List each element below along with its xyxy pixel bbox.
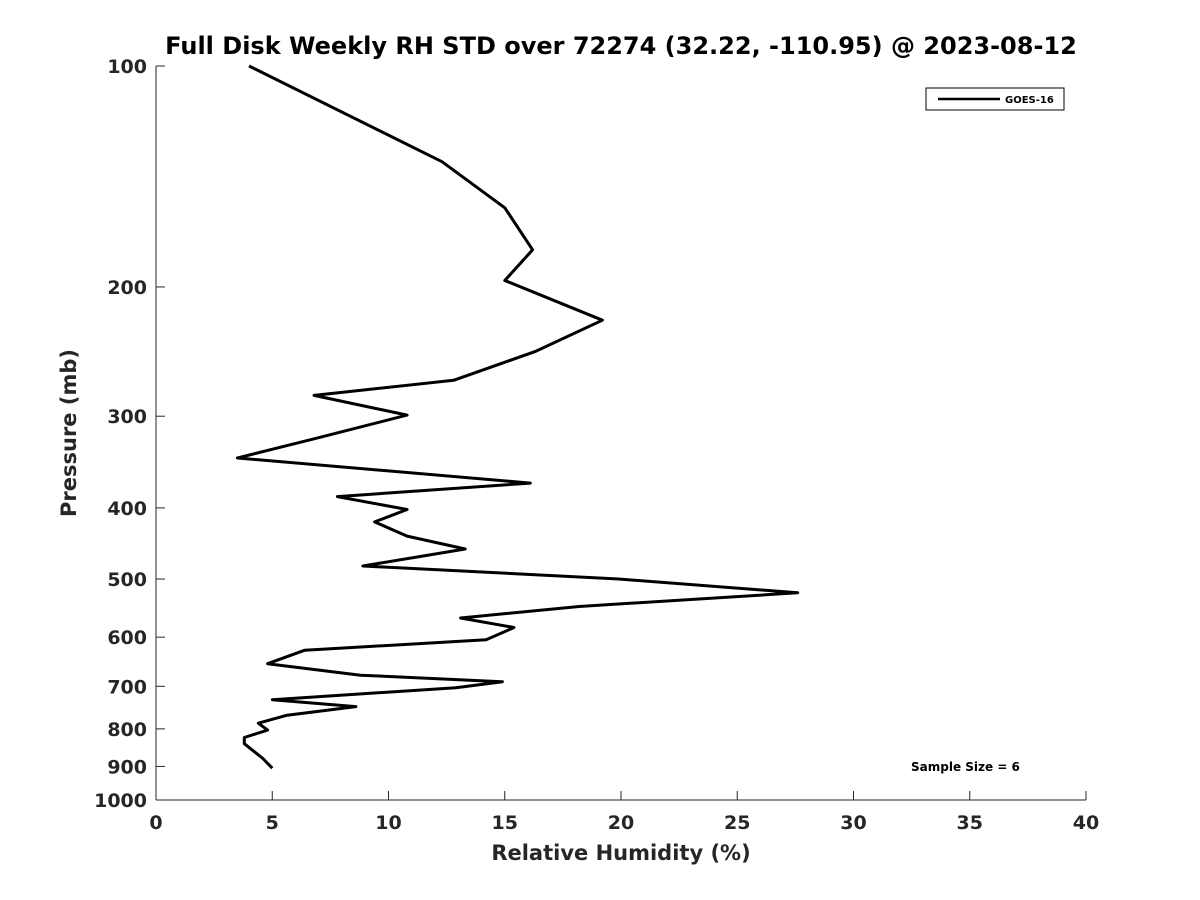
y-tick-label: 300	[107, 406, 147, 428]
legend-label-goes16: GOES-16	[1005, 95, 1054, 106]
x-tick-label: 40	[1073, 812, 1099, 834]
x-tick-label: 35	[957, 812, 983, 834]
y-tick-label: 700	[107, 676, 147, 698]
x-tick-label: 10	[375, 812, 401, 834]
x-ticks: 0 5 10 15 20 25 30 35 40	[149, 791, 1099, 834]
x-tick-label: 25	[724, 812, 750, 834]
axes-frame	[155, 66, 1086, 801]
x-tick-label: 0	[149, 812, 162, 834]
y-tick-label: 200	[107, 277, 147, 299]
y-tick-label: 800	[107, 719, 147, 741]
y-tick-label: 500	[107, 569, 147, 591]
legend: GOES-16	[925, 87, 1065, 111]
series-line-goes16	[235, 64, 800, 770]
y-tick-label: 900	[107, 756, 147, 778]
y-ticks: 100 200 300 400 500 600 700 800 900 1000	[94, 56, 165, 812]
sample-size-annotation: Sample Size = 6	[911, 760, 1020, 774]
y-tick-label: 600	[107, 627, 147, 649]
y-axis-label: Pressure (mb)	[57, 349, 81, 517]
chart-title: Full Disk Weekly RH STD over 72274 (32.2…	[165, 32, 1077, 60]
y-tick-label: 100	[107, 56, 147, 78]
y-tick-label: 1000	[94, 790, 147, 812]
x-axis-label: Relative Humidity (%)	[491, 841, 750, 865]
series-group	[235, 64, 800, 770]
x-tick-label: 30	[840, 812, 866, 834]
x-tick-label: 15	[492, 812, 518, 834]
y-tick-label: 400	[107, 498, 147, 520]
x-tick-label: 20	[608, 812, 634, 834]
x-tick-label: 5	[266, 812, 279, 834]
